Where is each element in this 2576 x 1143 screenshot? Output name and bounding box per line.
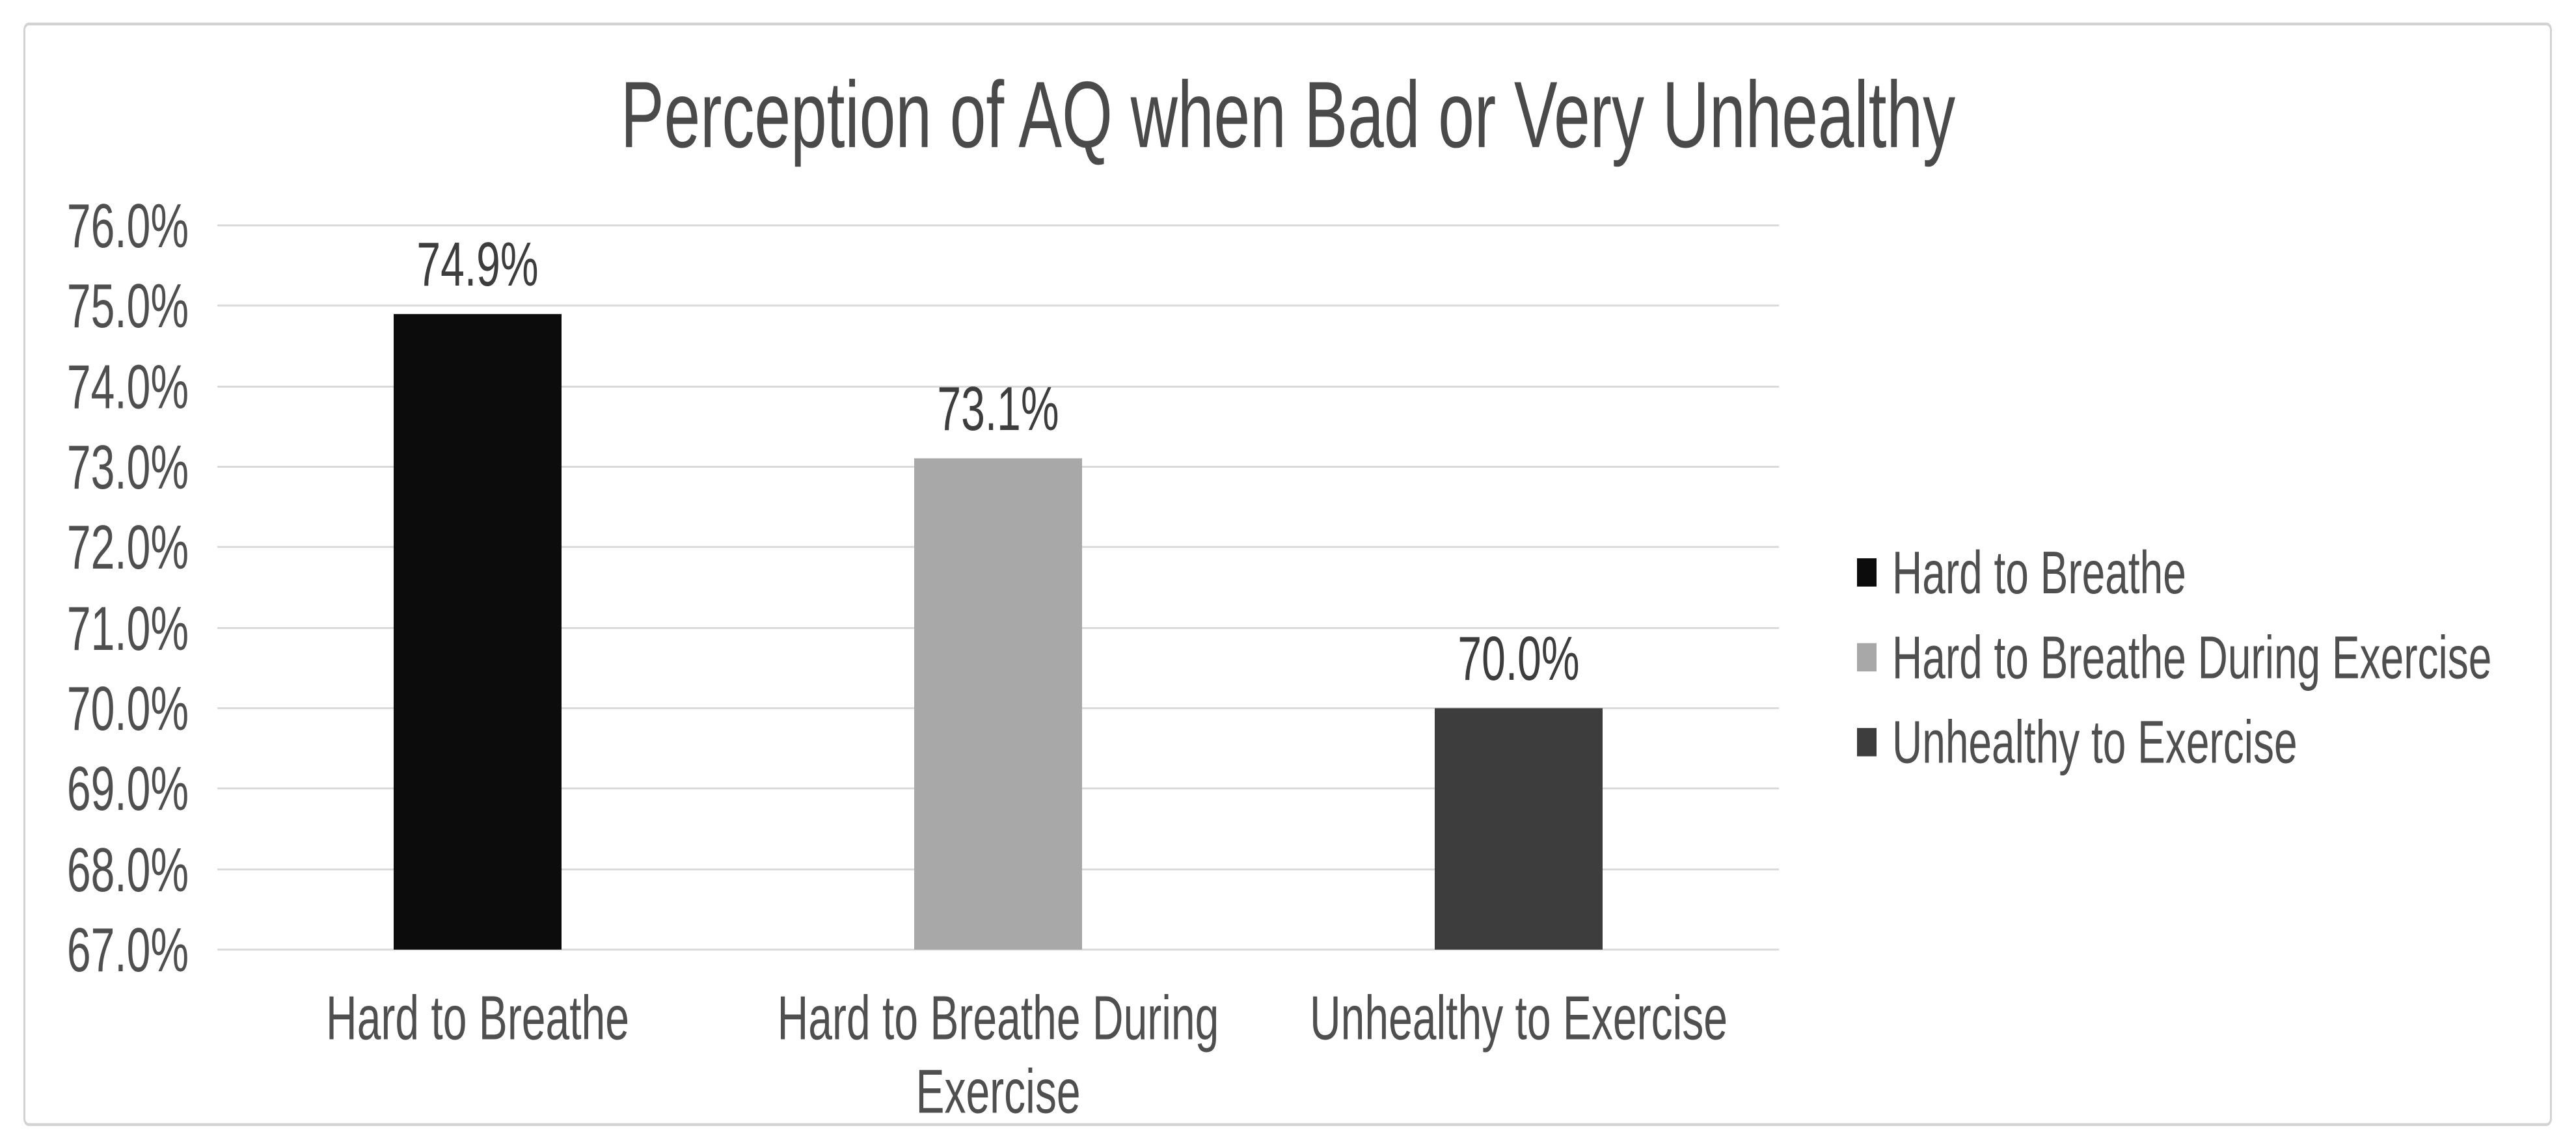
legend-swatch-icon: [1857, 728, 1877, 757]
y-tick-label: 69.0%: [66, 753, 189, 824]
y-tick-label: 68.0%: [66, 834, 189, 904]
legend-label: Unhealthy to Exercise: [1892, 708, 2298, 777]
y-tick-label: 71.0%: [66, 593, 189, 663]
legend: Hard to Breathe Hard to Breathe During Ex…: [1857, 543, 2491, 773]
bar-1: [394, 314, 562, 950]
gridline: [217, 304, 1779, 307]
legend-item: Hard to Breathe During Exercise: [1857, 627, 2491, 688]
chart-title: Perception of AQ when Bad or Very Unheal…: [620, 62, 1956, 168]
y-tick-label: 67.0%: [66, 915, 189, 985]
gridline: [217, 948, 1779, 951]
bar-2: [914, 459, 1082, 950]
bar-value-label: 74.9%: [416, 229, 539, 299]
legend-item: Unhealthy to Exercise: [1857, 712, 2491, 772]
gridline: [217, 224, 1779, 226]
legend-item: Hard to Breathe: [1857, 538, 2491, 607]
x-category-label: Hard to Breathe During Exercise: [777, 982, 1219, 1126]
legend-swatch-icon: [1857, 643, 1877, 672]
y-tick-label: 72.0%: [66, 512, 189, 582]
legend-swatch-icon: [1857, 558, 1877, 587]
legend-label: Hard to Breathe During Exercise: [1892, 623, 2492, 692]
y-tick-label: 75.0%: [66, 271, 189, 341]
x-category-label: Hard to Breathe: [326, 982, 629, 1053]
bar-value-label: 73.1%: [937, 373, 1059, 444]
x-category-label: Unhealthy to Exercise: [1310, 982, 1728, 1053]
y-tick-label: 73.0%: [66, 431, 189, 502]
legend-label: Hard to Breathe: [1892, 538, 2186, 607]
bar-value-label: 70.0%: [1457, 623, 1580, 693]
y-axis: 76.0% 75.0% 74.0% 73.0% 72.0% 71.0% 70.0% 69.0%…: [26, 0, 189, 1143]
bar-3: [1435, 708, 1603, 950]
plot-area: 74.9% 73.1% 70.0%: [217, 224, 1779, 951]
y-tick-label: 74.0%: [66, 351, 189, 422]
y-tick-label: 76.0%: [66, 190, 189, 261]
y-tick-label: 70.0%: [66, 673, 189, 744]
gridline: [217, 385, 1779, 388]
